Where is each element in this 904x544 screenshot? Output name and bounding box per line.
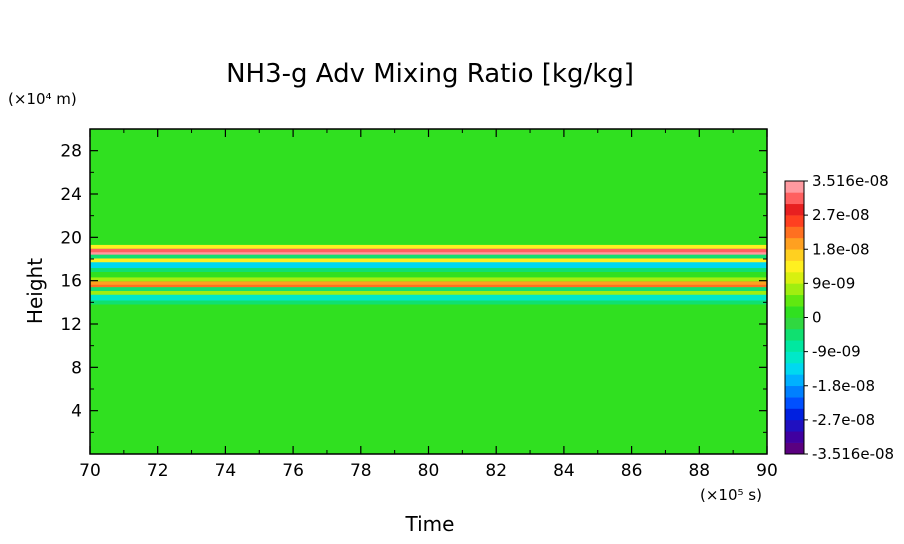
- colorbar-swatch: [785, 340, 804, 352]
- x-tick-label: 80: [418, 461, 440, 481]
- y-tick-label: 16: [60, 272, 82, 292]
- x-tick-label: 84: [553, 461, 575, 481]
- heatmap-fringe: [90, 287, 767, 291]
- colorbar-swatch: [785, 419, 804, 432]
- y-axis: 4 8 12 16 20 24 28: [60, 142, 767, 433]
- colorbar-swatch: [785, 363, 804, 375]
- colorbar-label: 0: [812, 309, 822, 327]
- heatmap-band-core: [90, 284, 767, 288]
- x-tick-label: 74: [215, 461, 237, 481]
- colorbar-label: -3.516e-08: [812, 445, 894, 463]
- colorbar-swatch: [785, 283, 804, 296]
- x-tick-label: 86: [621, 461, 643, 481]
- colorbar-swatch: [785, 203, 804, 216]
- x-tick-label: 70: [79, 461, 101, 481]
- x-tick-label: 76: [282, 461, 304, 481]
- heatmap-fringe: [90, 258, 767, 263]
- y-tick-label: 4: [71, 402, 82, 422]
- colorbar-swatch: [785, 385, 804, 398]
- x-tick-label: 90: [756, 461, 778, 481]
- colorbar: 3.516e-08 2.7e-08 1.8e-08 9e-09 0 -9e-09 -1.8e…: [784, 172, 894, 463]
- heatmap-fringe: [90, 268, 767, 272]
- x-tick-label: 72: [147, 461, 169, 481]
- colorbar-swatch: [785, 192, 804, 205]
- heatmap-band-core: [90, 252, 767, 255]
- colorbar-label: -1.8e-08: [812, 377, 875, 395]
- colorbar-swatch: [785, 237, 804, 250]
- x-tick-label: 78: [350, 461, 372, 481]
- colorbar-swatch: [785, 249, 804, 261]
- x-tick-label: 88: [688, 461, 710, 481]
- y-axis-label: Height: [23, 258, 47, 324]
- colorbar-swatch: [785, 351, 804, 364]
- x-axis: 70 72 74 76 78 80 82 84 86 88 90: [79, 129, 778, 481]
- colorbar-swatch: [785, 260, 804, 273]
- colorbar-swatch: [785, 431, 804, 443]
- plot-area: [89, 128, 768, 455]
- y-tick-label: 12: [60, 315, 82, 335]
- colorbar-label: 2.7e-08: [812, 206, 870, 224]
- heatmap-fringe: [90, 277, 767, 282]
- colorbar-swatch: [785, 226, 804, 239]
- heatmap-band-core: [90, 262, 767, 265]
- colorbar-label: -2.7e-08: [812, 411, 875, 429]
- colorbar-swatch: [785, 442, 804, 455]
- x-tick-label: 82: [485, 461, 507, 481]
- colorbar-swatch: [785, 294, 804, 307]
- colorbar-swatch: [785, 215, 804, 227]
- x-unit-label: (×10⁵ s): [700, 486, 762, 504]
- colorbar-label: 9e-09: [812, 274, 855, 292]
- colorbar-swatch: [785, 328, 804, 341]
- y-unit-label: (×10⁴ m): [8, 90, 77, 108]
- colorbar-swatch: [785, 272, 804, 284]
- heatmap-band-core: [90, 294, 767, 298]
- colorbar-swatch: [785, 306, 804, 318]
- y-tick-label: 20: [60, 228, 82, 248]
- colorbar-label: -9e-09: [812, 343, 861, 361]
- colorbar-swatch: [785, 397, 804, 409]
- heatmap-fringe: [90, 290, 767, 295]
- y-tick-label: 28: [60, 142, 82, 162]
- chart-title: NH3-g Adv Mixing Ratio [kg/kg]: [226, 59, 634, 89]
- colorbar-swatch: [785, 408, 804, 421]
- colorbar-swatch: [785, 181, 804, 193]
- colorbar-label: 3.516e-08: [812, 172, 889, 190]
- heatmap-fringe: [90, 254, 767, 259]
- x-axis-label: Time: [405, 512, 455, 536]
- colorbar-label: 1.8e-08: [812, 240, 870, 258]
- heatmap-fringe: [90, 244, 767, 249]
- y-tick-label: 8: [71, 358, 82, 378]
- heatmap-fringe: [90, 300, 767, 305]
- colorbar-swatch: [785, 374, 804, 387]
- colorbar-swatch: [785, 317, 804, 330]
- y-tick-label: 24: [60, 185, 82, 205]
